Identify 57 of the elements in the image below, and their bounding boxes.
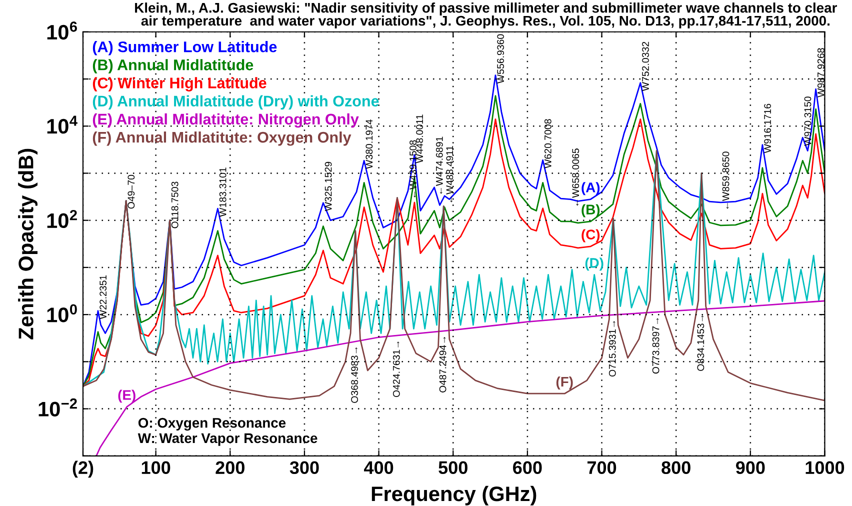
- annotation: O487.2494→: [439, 337, 446, 392]
- annotation: ←W488.4911: [446, 146, 454, 202]
- annotation: O773.8397→: [652, 318, 660, 374]
- annotation: (A): [582, 182, 600, 196]
- annotation: (F): [556, 376, 573, 390]
- annotation: W: Water Vapor Resonance: [138, 433, 318, 446]
- text: (B) Annual Midlatitude: [92, 59, 254, 74]
- annotation: (B): [582, 204, 600, 218]
- annotation: W620.7008: [544, 119, 552, 168]
- chart-title: Klein, M., A.J. Gasiewski: "Nadir sensitivity of passive millimeter and submillimeter wave channels to clear air temperature and water vapor variations", J. Geophys. Res., Vol. 105, No. D13, pp.17,841-17,511, 2000.: [135, 2, 837, 28]
- annotation: O368.4983→: [351, 348, 358, 403]
- annotation: (C): [582, 229, 600, 242]
- annotation: ←W859.8650: [722, 152, 730, 209]
- y-tick-label: 10$^{−2}$: [38, 398, 77, 417]
- annotation: ←W658.0065: [572, 148, 580, 206]
- y-tick-label: 10$^{0}$: [47, 304, 77, 322]
- x-tick-label: 1000: [806, 461, 844, 474]
- annotation: W380.1974: [366, 120, 373, 169]
- x-tick-label: (2): [72, 460, 94, 478]
- x-tick-label: 900: [736, 461, 765, 474]
- annotation: W916.1716: [764, 104, 771, 154]
- annotation: O: Oxygen Resonance: [138, 418, 286, 431]
- y-tick-label: 10$^{2}$: [47, 210, 77, 228]
- text: (D) Annual Midlatitude (Dry) with Ozone: [92, 95, 379, 110]
- text: (A) Summer Low Latitude: [92, 41, 277, 56]
- text: (C) Winter High Latitude: [92, 77, 266, 92]
- annotation: (D): [585, 258, 604, 271]
- annotation: ←W439.1508: [410, 140, 416, 198]
- annotation: O118.7503: [171, 182, 178, 228]
- text: (F) Annual Midlatitute: Oxygen Only: [92, 131, 352, 146]
- annotation: W183.3101: [219, 168, 226, 217]
- x-tick-label: 300: [290, 461, 319, 474]
- y-tick-label: 10$^{6}$: [47, 22, 77, 40]
- x-tick-label: 100: [142, 461, 170, 474]
- annotation: O834.1453→: [697, 316, 704, 371]
- annotation: (E): [118, 390, 136, 403]
- annotation: W970.3150: [804, 96, 812, 146]
- annotation: ←W474.6891: [436, 136, 443, 194]
- x-tick-label: 400: [364, 461, 394, 474]
- annotation: W556.9360: [497, 34, 504, 84]
- text: (E) Annual Midlatitute: Nitrogen Only: [92, 113, 359, 128]
- annotation: W325.1529: [324, 162, 332, 212]
- x-tick-label: 600: [513, 461, 542, 474]
- annotation: W22.2351: [100, 275, 107, 320]
- x-tick-label: 500: [438, 461, 468, 474]
- annotation: W448.0011: [416, 114, 423, 164]
- annotation: W987.9268: [817, 48, 824, 98]
- annotation: O424.7631→: [392, 342, 400, 398]
- annotation: O715.3931→: [608, 321, 616, 377]
- x-tick-label: 800: [662, 461, 690, 474]
- y-tick-label: 10$^{4}$: [47, 116, 78, 134]
- annotation: O49–70: [128, 174, 135, 209]
- annotation: W752.0332: [642, 42, 649, 92]
- y-axis-title: Zenith Opacity (dB): [18, 148, 38, 340]
- x-axis-title: Frequency (GHz): [372, 486, 536, 506]
- x-tick-label: 700: [587, 461, 616, 474]
- x-tick-label: 200: [216, 461, 244, 474]
